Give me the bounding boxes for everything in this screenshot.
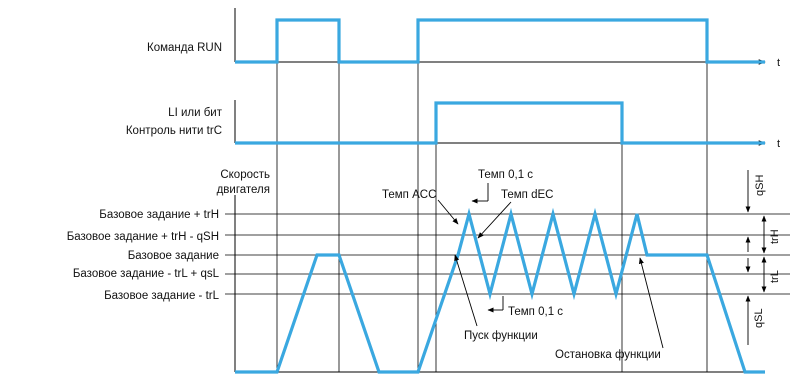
li-t-label: t: [777, 138, 780, 150]
level-label-ref-minus-trl-plus-qsl: Базовое задание - trL + qsL: [73, 268, 220, 280]
trl-label: trL: [769, 270, 781, 283]
temp-01-top-label: Темп 0,1 с: [478, 169, 533, 181]
stop-function-label: Остановка функции: [555, 349, 661, 361]
run-command-label: Команда RUN: [147, 42, 222, 54]
temp-dec-label: Темп dEC: [501, 189, 553, 201]
qsh-label: qSH: [754, 175, 766, 196]
qsl-label: qSL: [753, 308, 765, 328]
li-label-line2: Контроль нити trC: [126, 125, 222, 137]
li-bit-waveform: [235, 101, 765, 145]
run-t-label: t: [777, 57, 780, 69]
level-label-ref-minus-trl: Базовое задание - trL: [104, 290, 220, 302]
level-label-ref-plus-trh: Базовое задание + trH: [99, 209, 219, 221]
stop-function-pointer: [638, 257, 664, 349]
temp-acc-label: Темп ACC: [382, 189, 436, 201]
li-label-line1: LI или бит: [168, 107, 223, 119]
trh-label: trH: [769, 229, 781, 244]
start-function-pointer: [454, 254, 478, 327]
level-label-ref-plus-trh-minus-qsh: Базовое задание + trH - qSH: [67, 231, 219, 243]
temp-dec-pointer: [477, 201, 512, 239]
temp-acc-pointer: [437, 199, 459, 225]
speed-label-line1: Скорость: [220, 169, 270, 181]
speed-label-line2: двигателя: [217, 184, 270, 196]
level-label-ref: Базовое задание: [128, 250, 219, 262]
motor-speed-waveform: [235, 207, 765, 374]
run-command-waveform: [235, 18, 765, 64]
temp-01-bottom-label: Темп 0,1 с: [508, 306, 563, 318]
start-function-label: Пуск функции: [464, 330, 538, 342]
